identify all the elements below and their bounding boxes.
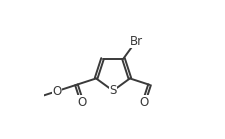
Text: S: S <box>109 84 116 97</box>
Text: O: O <box>52 85 61 98</box>
Text: O: O <box>139 96 148 109</box>
Text: Br: Br <box>129 34 142 48</box>
Text: O: O <box>77 96 86 109</box>
